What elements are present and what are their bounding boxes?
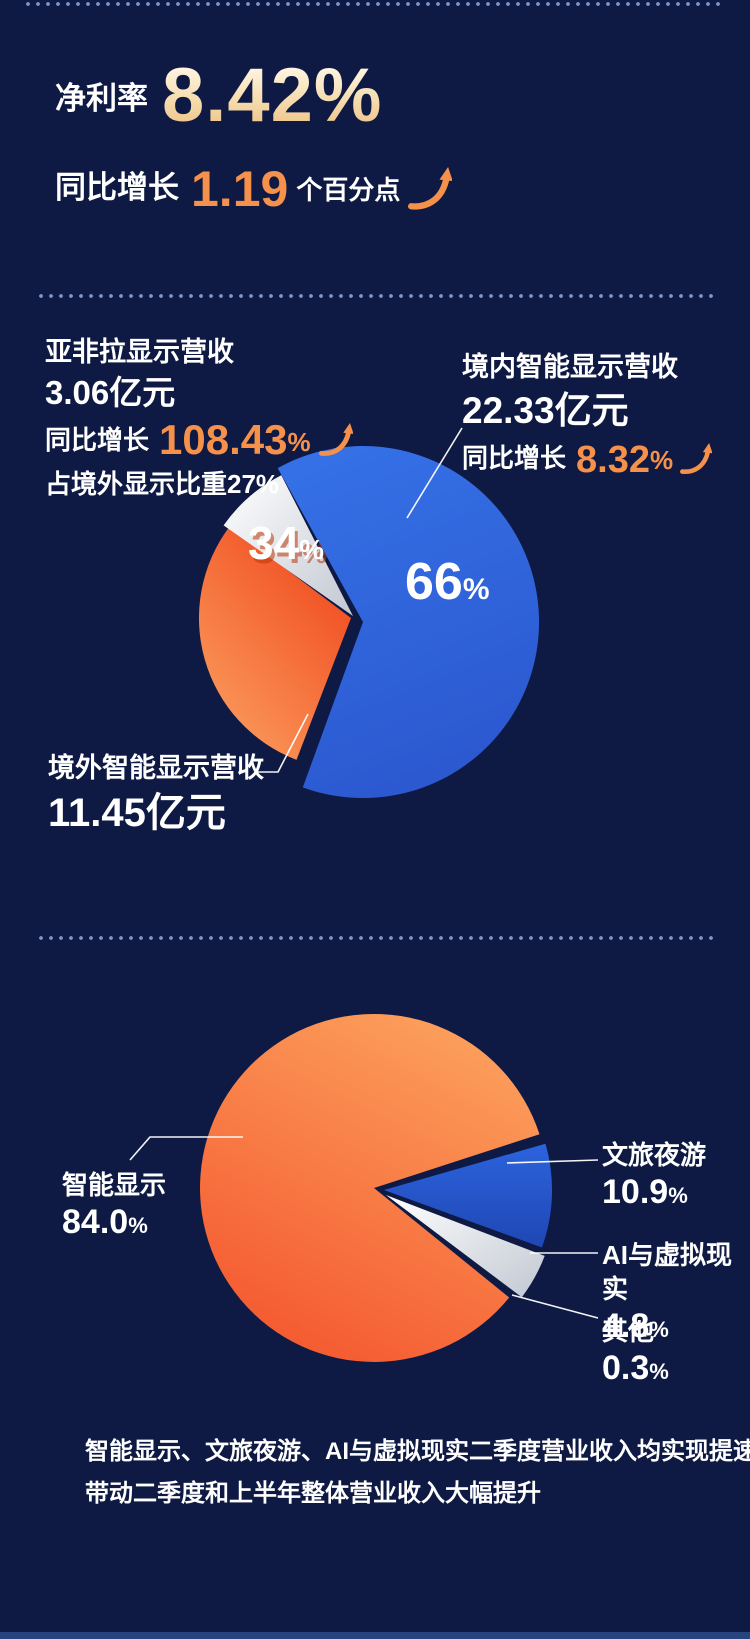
percent-number: 66: [405, 553, 463, 611]
domestic-amount: 22.33亿元: [462, 390, 629, 431]
percent-number: 34: [248, 517, 300, 569]
night-tour-label: 文旅夜游 10.9%: [602, 1138, 706, 1216]
leader-line-night-tour: [506, 1159, 599, 1164]
yoy-label: 同比增长: [462, 443, 567, 473]
legend-value: 10.9%: [602, 1172, 706, 1216]
pie-business-mix: [200, 1013, 553, 1362]
slice-smart-display-84: [200, 1013, 540, 1362]
asia-africa-latam-amount: 3.06亿元: [45, 374, 176, 411]
percent-sign: %: [649, 445, 674, 475]
overseas-share-note: 占境外显示比重27%: [45, 469, 280, 499]
percent-number: 84.0: [62, 1203, 129, 1241]
slice-ai-vr-4-8: [386, 1195, 545, 1298]
leader-line-domestic: [406, 427, 463, 519]
top-dotted-divider: [25, 1, 725, 7]
percent-number: 10.9: [602, 1173, 669, 1211]
percent-number: 0.3: [602, 1349, 650, 1387]
leader-line-other: [511, 1294, 599, 1319]
percent-sign: %: [128, 1213, 148, 1238]
yoy-label: 同比增长: [45, 425, 150, 455]
yoy-label: 同比增长: [55, 170, 179, 205]
overseas-amount: 11.45亿元: [48, 791, 226, 835]
yoy-value: 1.19: [191, 161, 289, 217]
footer-line-2: 带动二季度和上半年整体营业收入大幅提升: [85, 1480, 541, 1507]
net-margin-value: 8.42%: [162, 53, 383, 138]
domestic-title: 境内智能显示营收: [462, 352, 678, 382]
legend-title: 文旅夜游: [602, 1140, 707, 1170]
legend-title: 其他: [602, 1316, 655, 1346]
legend-title: 智能显示: [62, 1170, 167, 1200]
smart-display-label: 智能显示 84.0%: [62, 1168, 166, 1246]
leader-line-smart-display: [129, 1136, 243, 1161]
net-margin-label: 净利率: [55, 81, 148, 116]
percent-sign: %: [299, 534, 325, 565]
footer-line-1: 智能显示、文旅夜游、AI与虚拟现实二季度营业收入均实现提速，: [85, 1438, 750, 1465]
overseas-title: 境外智能显示营收: [48, 753, 264, 783]
asia-africa-latam-yoy-row: 同比增长 108.43 %: [45, 418, 353, 462]
yoy-value: 8.32: [576, 439, 650, 481]
slice-overseas-34: [198, 526, 351, 760]
leader-line-overseas: [255, 713, 309, 773]
percent-sign: %: [649, 1317, 669, 1342]
pie-domestic-overseas: [198, 446, 540, 799]
yoy-unit: 个百分点: [296, 175, 401, 205]
yoy-value: 108.43: [159, 416, 288, 463]
pie1-overseas-percent: 34%: [248, 516, 324, 570]
bottom-strip: [0, 1632, 750, 1639]
percent-sign: %: [462, 573, 490, 606]
net-margin-yoy-row: 同比增长 1.19 个百分点: [55, 162, 452, 214]
percent-sign: %: [668, 1183, 688, 1208]
percent-sign: %: [649, 1359, 669, 1384]
decor-white-curl: [223, 475, 353, 616]
growth-arrow-icon: [319, 422, 353, 458]
other-label: 其他 0.3%: [602, 1314, 669, 1392]
section-divider-1: [38, 293, 714, 299]
legend-value: 0.3%: [602, 1348, 669, 1392]
legend-value: 4.8%: [602, 1306, 750, 1350]
asia-africa-latam-title: 亚非拉显示营收: [45, 337, 234, 367]
net-margin-row: 净利率 8.42%: [55, 58, 383, 134]
asia-africa-latam-block: 亚非拉显示营收 3.06亿元 同比增长 108.43 % 占境外显示比重27%: [45, 334, 353, 504]
percent-number: 4.8: [602, 1307, 650, 1345]
domestic-block: 境内智能显示营收 22.33亿元 同比增长 8.32 %: [462, 348, 712, 482]
domestic-yoy-row: 同比增长 8.32 %: [462, 438, 712, 480]
pie1-domestic-percent: 66%: [405, 552, 490, 612]
ai-vr-label: AI与虚拟现实 4.8%: [602, 1238, 750, 1350]
slice-night-tour-10-9: [384, 1143, 553, 1248]
percent-sign: %: [287, 427, 311, 457]
legend-title: AI与虚拟现实: [602, 1240, 733, 1304]
growth-arrow-icon: [680, 442, 712, 476]
overseas-block: 境外智能显示营收 11.45亿元: [48, 750, 264, 840]
slice-domestic-66: [277, 446, 540, 799]
section-divider-2: [38, 935, 714, 941]
legend-value: 84.0%: [62, 1202, 166, 1246]
